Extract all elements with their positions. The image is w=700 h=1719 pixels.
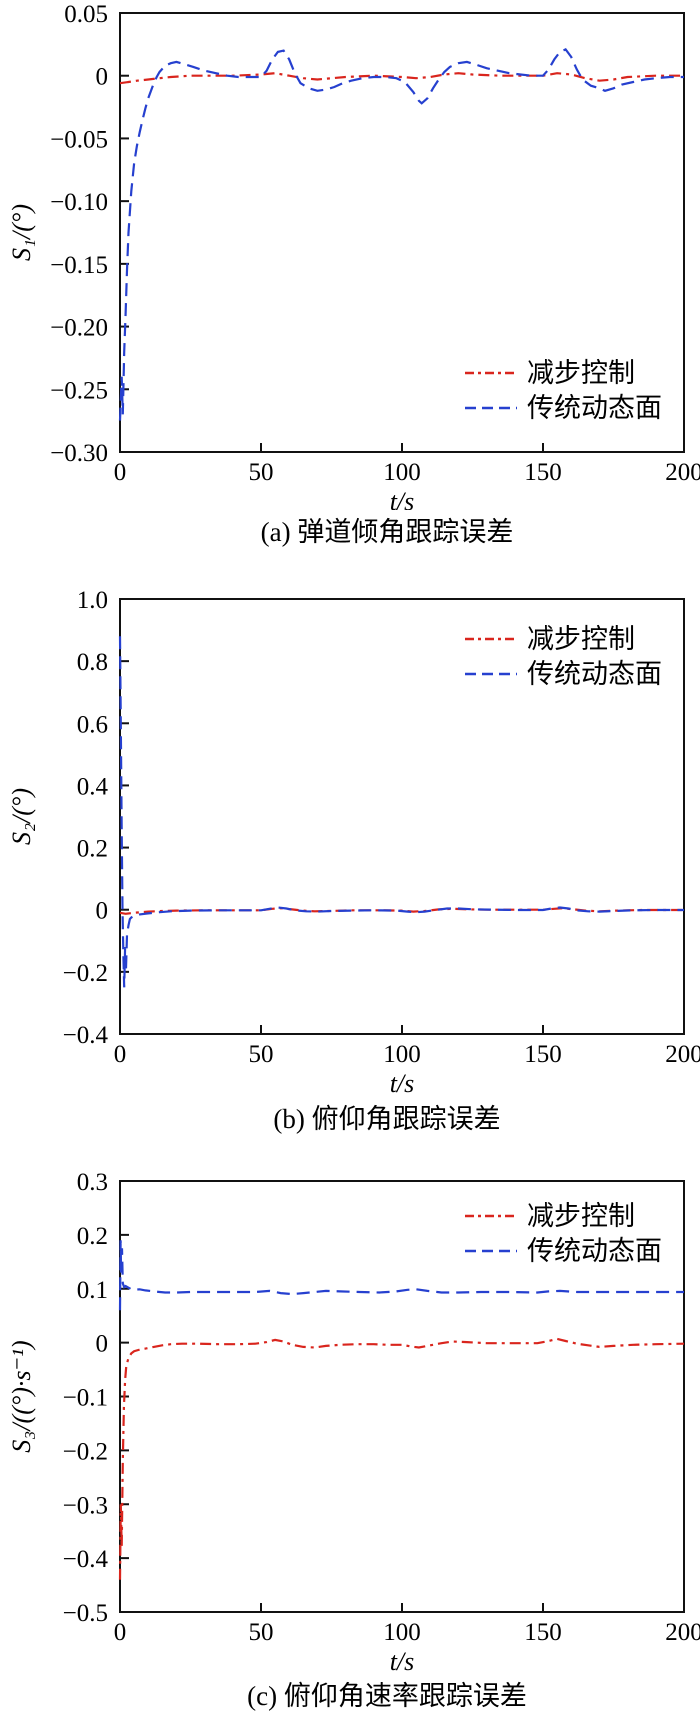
figure-caption-a: (a) 弹道倾角跟踪误差 (260, 517, 514, 547)
legend-label: 传统动态面 (527, 659, 662, 689)
y-tick-label: −0.20 (50, 315, 108, 342)
y-tick-label: 0 (96, 64, 109, 91)
y-axis-label: S₁/(°) (7, 204, 36, 261)
chart-a-canvas: 0.050−0.05−0.10−0.15−0.20−0.25−0.300 50 10… (7, 1, 700, 510)
x-tick-label: 0 (114, 1041, 127, 1068)
x-axis-label: t/s (390, 1069, 415, 1097)
legend-label: 减步控制 (527, 1201, 635, 1231)
y-tick-label: 0.6 (77, 711, 108, 738)
y-tick-label: −0.05 (50, 126, 108, 153)
series-line-chuantong (118, 636, 684, 988)
x-axis-label: t/s (390, 1647, 415, 1674)
y-tick-label: −0.30 (50, 440, 108, 467)
y-tick-label: 0 (96, 1331, 109, 1358)
y-axis-label: S₂/(°) (7, 788, 36, 845)
x-tick-label: 200 (665, 459, 700, 486)
legend-label: 传统动态面 (527, 393, 662, 423)
x-tick-label: 50 (249, 459, 274, 486)
y-tick-label: −0.25 (50, 377, 108, 404)
figure-b: 1.0 0.8 0.6 0.4 0.2 0 −0.2 −0.4 0 50 100 150 200 t/s S… (0, 552, 700, 1139)
y-tick-label: 1.0 (77, 587, 108, 614)
series-line-chuantong (118, 48, 684, 421)
y-tick-label: 0.3 (77, 1169, 108, 1196)
y-tick-label: 0.05 (64, 1, 108, 28)
figure-caption-c: (c) 俯仰角速率跟踪误差 (247, 1681, 527, 1711)
x-tick-label: 100 (383, 459, 421, 486)
x-tick-label: 0 (114, 1619, 127, 1646)
figure-c: 0.3 0.2 0.1 0 −0.1 −0.2 −0.3 −0.4 −0.5 0 50 100 150 2… (0, 1139, 700, 1716)
x-tick-label: 0 (114, 459, 127, 486)
chart-c-canvas: 0.30.20.10−0.1−0.2−0.3−0.4−0.50 50 100 150 2… (7, 1169, 700, 1674)
y-tick-label: −0.15 (50, 252, 108, 279)
x-tick-label: 150 (524, 1041, 562, 1068)
y-tick-label: −0.5 (63, 1600, 108, 1627)
chart-b-canvas: 1.00.80.60.40.20−0.2−0.40 50 100 150 200t/sS… (7, 587, 700, 1097)
y-tick-label: −0.2 (63, 1438, 108, 1465)
x-tick-label: 150 (524, 1619, 562, 1646)
y-tick-label: −0.10 (50, 189, 108, 216)
y-tick-label: 0.2 (77, 836, 108, 863)
series-line-jianbu (119, 72, 684, 85)
x-axis-label: t/s (390, 487, 415, 510)
x-tick-label: 200 (665, 1041, 700, 1068)
figure-a: 0.05 0 −0.05 −0.10 −0.15 −0.20 −0.25 −0.30 0 50 10… (0, 0, 700, 552)
legend-label: 传统动态面 (527, 1236, 662, 1266)
x-tick-label: 100 (383, 1041, 421, 1068)
y-tick-label: −0.1 (63, 1385, 108, 1412)
x-tick-label: 50 (249, 1619, 274, 1646)
legend-label: 减步控制 (527, 358, 635, 388)
y-tick-label: −0.3 (63, 1492, 108, 1519)
x-tick-label: 50 (249, 1041, 274, 1068)
y-tick-label: −0.4 (63, 1546, 109, 1573)
x-tick-label: 150 (524, 459, 562, 486)
y-tick-label: 0.8 (77, 649, 108, 676)
y-tick-label: 0.2 (77, 1223, 108, 1250)
y-axis-label: S₃/((°)·s⁻¹) (7, 1340, 36, 1452)
x-tick-label: 100 (383, 1619, 421, 1646)
figure-caption-b: (b) 俯仰角跟踪误差 (273, 1104, 501, 1134)
y-tick-label: 0 (96, 898, 109, 925)
y-tick-label: 0.1 (77, 1277, 108, 1304)
series-line-chuantong (118, 1240, 684, 1311)
y-tick-label: −0.4 (63, 1022, 109, 1049)
legend-label: 减步控制 (527, 624, 635, 654)
series-line-jianbu (118, 1337, 685, 1580)
x-tick-label: 200 (665, 1619, 700, 1646)
y-tick-label: −0.2 (63, 960, 108, 987)
y-tick-label: 0.4 (77, 773, 109, 800)
